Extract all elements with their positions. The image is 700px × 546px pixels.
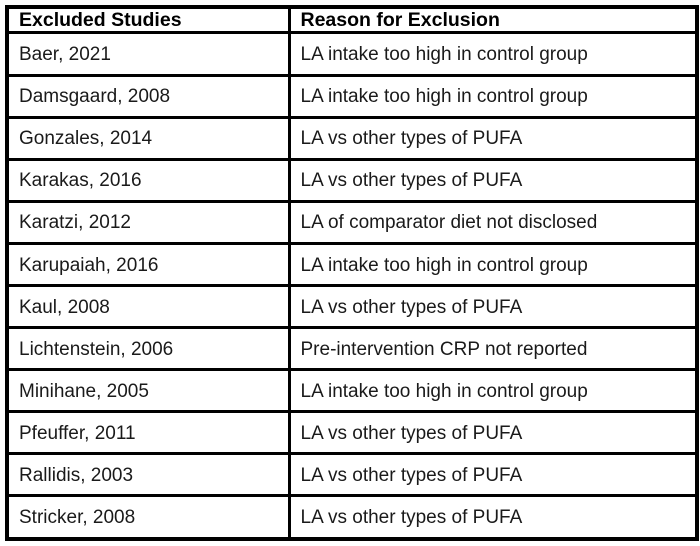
table-row: Pfeuffer, 2011 LA vs other types of PUFA [5,410,699,456]
study-cell: Rallidis, 2003 [5,452,291,498]
reason-cell: LA of comparator diet not disclosed [287,199,699,245]
column-header-excluded-studies: Excluded Studies [5,5,291,35]
header-row: Excluded Studies Reason for Exclusion [5,5,699,35]
study-cell: Kaul, 2008 [5,283,291,330]
study-cell: Lichtenstein, 2006 [5,326,291,372]
reason-cell: LA intake too high in control group [287,31,699,77]
study-cell: Damsgaard, 2008 [5,73,291,119]
reason-cell: LA vs other types of PUFA [287,115,699,161]
study-cell: Gonzales, 2014 [5,115,291,161]
table-row: Baer, 2021 LA intake too high in control… [5,31,699,77]
study-cell: Stricker, 2008 [5,494,291,541]
table-row: Gonzales, 2014 LA vs other types of PUFA [5,115,699,161]
reason-cell: LA vs other types of PUFA [287,494,699,541]
table-row: Kaul, 2008 LA vs other types of PUFA [5,283,699,330]
study-cell: Karakas, 2016 [5,157,291,203]
excluded-studies-table-container: Excluded Studies Reason for Exclusion Ba… [5,5,699,541]
table-row: Stricker, 2008 LA vs other types of PUFA [5,494,699,541]
table-row: Lichtenstein, 2006 Pre-intervention CRP … [5,326,699,372]
study-cell: Karupaiah, 2016 [5,241,291,287]
reason-cell: LA vs other types of PUFA [287,452,699,498]
study-cell: Baer, 2021 [5,31,291,77]
reason-cell: Pre-intervention CRP not reported [287,326,699,372]
study-cell: Karatzi, 2012 [5,199,291,245]
excluded-studies-table: Excluded Studies Reason for Exclusion Ba… [5,5,699,541]
reason-cell: LA vs other types of PUFA [287,410,699,456]
reason-cell: LA vs other types of PUFA [287,283,699,330]
reason-cell: LA intake too high in control group [287,73,699,119]
column-header-reason-for-exclusion: Reason for Exclusion [287,5,699,35]
table-row: Karakas, 2016 LA vs other types of PUFA [5,157,699,203]
reason-cell: LA intake too high in control group [287,241,699,287]
study-cell: Minihane, 2005 [5,368,291,414]
table-row: Damsgaard, 2008 LA intake too high in co… [5,73,699,119]
reason-cell: LA intake too high in control group [287,368,699,414]
table-row: Minihane, 2005 LA intake too high in con… [5,368,699,414]
table-row: Karatzi, 2012 LA of comparator diet not … [5,199,699,245]
table-row: Rallidis, 2003 LA vs other types of PUFA [5,452,699,498]
table-row: Karupaiah, 2016 LA intake too high in co… [5,241,699,287]
study-cell: Pfeuffer, 2011 [5,410,291,456]
reason-cell: LA vs other types of PUFA [287,157,699,203]
